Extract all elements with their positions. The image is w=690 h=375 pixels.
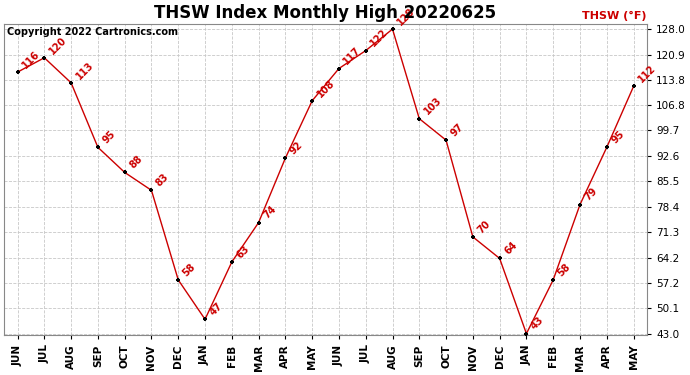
Point <box>628 83 639 89</box>
Point <box>575 202 586 208</box>
Point <box>414 116 425 122</box>
Point <box>306 98 317 104</box>
Title: THSW Index Monthly High 20220625: THSW Index Monthly High 20220625 <box>155 4 497 22</box>
Point <box>387 26 398 32</box>
Point <box>333 66 344 72</box>
Text: 63: 63 <box>235 244 251 260</box>
Text: 120: 120 <box>47 34 68 56</box>
Point <box>66 80 77 86</box>
Point <box>172 277 184 283</box>
Point <box>521 331 532 337</box>
Text: 112: 112 <box>636 63 658 85</box>
Point <box>601 144 612 150</box>
Text: 64: 64 <box>502 240 519 256</box>
Point <box>39 55 50 61</box>
Point <box>280 155 291 161</box>
Point <box>360 48 371 54</box>
Text: 97: 97 <box>448 122 465 138</box>
Text: 43: 43 <box>529 315 546 332</box>
Point <box>253 220 264 226</box>
Point <box>548 277 559 283</box>
Text: 128: 128 <box>395 6 417 27</box>
Text: 47: 47 <box>208 301 224 318</box>
Point <box>226 259 237 265</box>
Text: 83: 83 <box>154 172 171 189</box>
Text: 117: 117 <box>342 45 363 67</box>
Text: 108: 108 <box>315 78 336 99</box>
Text: 88: 88 <box>128 154 144 171</box>
Point <box>440 137 451 143</box>
Point <box>92 144 104 150</box>
Text: 103: 103 <box>422 96 444 117</box>
Text: 95: 95 <box>101 129 117 146</box>
Text: 79: 79 <box>582 186 600 203</box>
Text: 122: 122 <box>368 27 390 49</box>
Text: 95: 95 <box>609 129 626 146</box>
Text: 58: 58 <box>181 261 197 278</box>
Text: 92: 92 <box>288 140 305 156</box>
Point <box>199 316 210 322</box>
Point <box>119 170 130 176</box>
Text: THSW (°F): THSW (°F) <box>582 10 647 21</box>
Text: 74: 74 <box>262 204 278 221</box>
Text: 116: 116 <box>20 49 41 70</box>
Point <box>12 69 23 75</box>
Point <box>467 234 478 240</box>
Text: 70: 70 <box>475 219 492 235</box>
Text: 113: 113 <box>74 60 95 81</box>
Text: Copyright 2022 Cartronics.com: Copyright 2022 Cartronics.com <box>8 27 179 37</box>
Point <box>494 255 505 261</box>
Text: 58: 58 <box>556 261 573 278</box>
Point <box>146 188 157 194</box>
